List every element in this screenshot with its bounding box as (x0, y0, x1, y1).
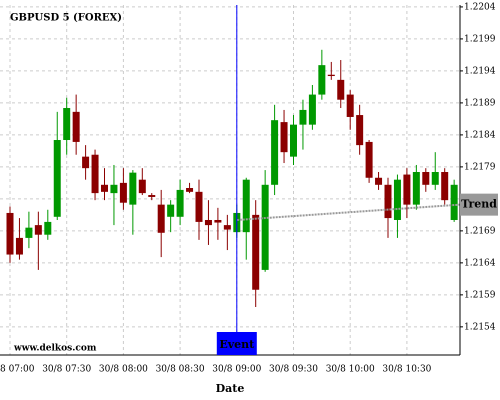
x-tick-label: 30/8 07:00 (0, 365, 35, 375)
event-label-box (216, 332, 257, 355)
x-tick-label: 30/8 10:30 (382, 365, 431, 375)
y-tick-label: 1.2159 (464, 290, 496, 300)
candle-body (308, 94, 316, 125)
candle-body (299, 109, 307, 125)
candle-body (25, 227, 33, 238)
candle-body (365, 141, 373, 178)
y-tick-label: 1.2199 (464, 34, 496, 44)
candle-body (450, 184, 458, 220)
candle-body (63, 108, 71, 141)
candle-body (271, 120, 279, 185)
candle-body (167, 204, 175, 217)
candle-body (204, 219, 212, 226)
y-tick-label: 1.2189 (464, 98, 496, 108)
candle-body (223, 225, 231, 230)
trend-line (236, 203, 461, 221)
watermark: www.delkos.com (13, 344, 97, 354)
candle-body (261, 184, 269, 270)
candle-body (82, 156, 90, 169)
x-axis-title: Date (216, 382, 245, 395)
candle-body (195, 191, 203, 222)
x-tick-label: 30/8 09:00 (212, 365, 261, 375)
y-tick-label: 1.2184 (464, 130, 496, 140)
y-tick-label: 1.2179 (464, 162, 496, 172)
x-tick-label: 30/8 08:00 (99, 365, 148, 375)
candle-body (441, 172, 449, 201)
event-label: Event (219, 338, 255, 351)
candle-body (129, 172, 137, 205)
y-tick-label: 1.2204 (464, 2, 496, 12)
y-tick-label: 1.2194 (464, 66, 496, 76)
candle-body (252, 214, 260, 290)
candle-body (53, 140, 61, 217)
x-tick-label: 30/8 10:00 (326, 365, 375, 375)
candle-body (280, 122, 288, 153)
candle-body (110, 184, 118, 194)
candle-body (412, 172, 420, 205)
candle-body (214, 219, 222, 223)
candle-body (346, 94, 354, 117)
candle-body (242, 179, 250, 233)
candle-body (138, 179, 146, 194)
candle-body (44, 221, 52, 235)
candle-body (6, 212, 14, 255)
y-tick-label: 1.2164 (464, 258, 496, 268)
candle-body (119, 182, 127, 203)
candle-body (101, 184, 108, 192)
candle-body (384, 184, 392, 219)
candle-body (375, 177, 383, 185)
candle-body (148, 195, 156, 197)
candle-body (290, 124, 297, 157)
candle-body (186, 187, 194, 192)
candle-body (356, 115, 364, 146)
trend-label: Trend (461, 198, 497, 211)
candle-body (91, 154, 99, 194)
trend-label-box (460, 193, 498, 216)
candle-body (327, 74, 335, 77)
candle-body (15, 237, 23, 255)
x-tick-label: 30/8 09:30 (269, 365, 318, 375)
y-tick-label: 1.2169 (464, 226, 496, 236)
candle-body (393, 179, 401, 220)
candle-body (318, 65, 326, 95)
chart-title: GBPUSD 5 (FOREX) (10, 13, 122, 24)
x-tick-label: 30/8 07:30 (42, 365, 91, 375)
y-tick-label: 1.2154 (464, 322, 496, 332)
candle-body (337, 79, 345, 100)
candle-body (157, 204, 165, 233)
candle-body (403, 174, 411, 205)
x-tick-label: 30/8 08:30 (156, 365, 205, 375)
candle-body (72, 111, 80, 142)
candle-body (34, 225, 42, 235)
candle-body (431, 172, 439, 185)
candle-body (176, 189, 184, 217)
plot-area (0, 5, 461, 355)
candle-body (422, 172, 430, 185)
